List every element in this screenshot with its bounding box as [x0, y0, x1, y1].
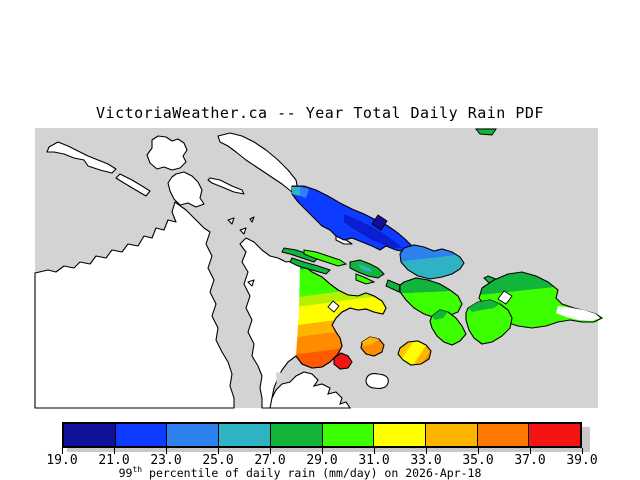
land-vancouver-island [34, 201, 235, 409]
colorbar-segment-5 [322, 424, 375, 446]
colorbar-tick-4 [270, 448, 271, 454]
island-south-of-round [167, 171, 205, 208]
colorbar-segment-2 [167, 424, 220, 446]
station-diamond-peninsula [327, 300, 340, 313]
blue-band-azure-tip [300, 187, 309, 198]
colorbar [62, 422, 582, 448]
rain-blue-band-island [291, 185, 416, 253]
colorbar-caption: 99th percentile of daily rain (mm/day) o… [0, 465, 600, 480]
colorbar-tick-label-2: 23.0 [150, 453, 182, 468]
colorbar-segment-9 [529, 424, 581, 446]
colorbar-tick-label-5: 29.0 [306, 453, 338, 468]
colorbar-segment-3 [219, 424, 271, 446]
colorbar-tick-label-6: 31.0 [358, 453, 390, 468]
islet-speck-3 [249, 216, 255, 223]
colorbar-tick-label-0: 19.0 [46, 453, 78, 468]
blue-band-core [344, 214, 402, 248]
colorbar-segment-1 [115, 424, 168, 446]
colorbar-segment-4 [270, 424, 323, 446]
blue-band-navy-diamond [371, 214, 388, 231]
colorbar-tick-10 [582, 448, 583, 454]
rain-teal-blob [399, 244, 465, 280]
islet-speck-1 [227, 217, 235, 225]
island-sliver [207, 177, 245, 195]
land-coast-fragment [115, 173, 151, 197]
colorbar-tick-label-10: 39.0 [566, 453, 598, 468]
colorbar-tick-8 [478, 448, 479, 454]
colorbar-segment-6 [374, 424, 426, 446]
orange-islet [360, 336, 385, 357]
island-bottom-small [365, 373, 389, 389]
colorbar-segment-7 [425, 424, 478, 446]
station-diamond-east-island [497, 290, 513, 305]
colorbar-tick-0 [62, 448, 63, 454]
colorbar-tick-9 [530, 448, 531, 454]
colorbar-tick-2 [166, 448, 167, 454]
island-round [146, 135, 188, 171]
yellow-orange-islet [397, 340, 432, 366]
colorbar-tick-label-1: 21.0 [98, 453, 130, 468]
green-island-center [385, 277, 463, 319]
colorbar-tick-7 [426, 448, 427, 454]
colorbar-tick-label-7: 33.0 [410, 453, 442, 468]
colorbar-tick-label-4: 27.0 [254, 453, 286, 468]
colorbar-tick-3 [218, 448, 219, 454]
land-victoria-coast [269, 371, 352, 409]
caption-base: 99 [118, 465, 133, 480]
colorbar-tick-1 [114, 448, 115, 454]
red-islet [333, 352, 353, 370]
green-slivers-west [281, 247, 348, 275]
colorbar-segment-8 [477, 424, 530, 446]
mixed-islets-center [349, 259, 385, 285]
map-title: VictoriaWeather.ca -- Year Total Daily R… [96, 104, 544, 122]
caption-superscript: th [132, 465, 143, 474]
blue-band-teal-tip [292, 187, 300, 196]
colorbar-tick-label-3: 25.0 [202, 453, 234, 468]
land-northwest-strip [46, 141, 117, 174]
islet-speck-4 [247, 279, 255, 287]
green-islands-south [429, 299, 513, 346]
colorbar-tick-6 [374, 448, 375, 454]
colorbar-segment-0 [64, 424, 116, 446]
colorbar-tick-5 [322, 448, 323, 454]
colorbar-tick-label-8: 35.0 [462, 453, 494, 468]
caption-rest: percentile of daily rain (mm/day) on 202… [142, 465, 482, 480]
colorbar-tick-label-9: 37.0 [514, 453, 546, 468]
islet-speck-2 [239, 227, 247, 235]
green-fragment-top-edge [474, 128, 497, 136]
